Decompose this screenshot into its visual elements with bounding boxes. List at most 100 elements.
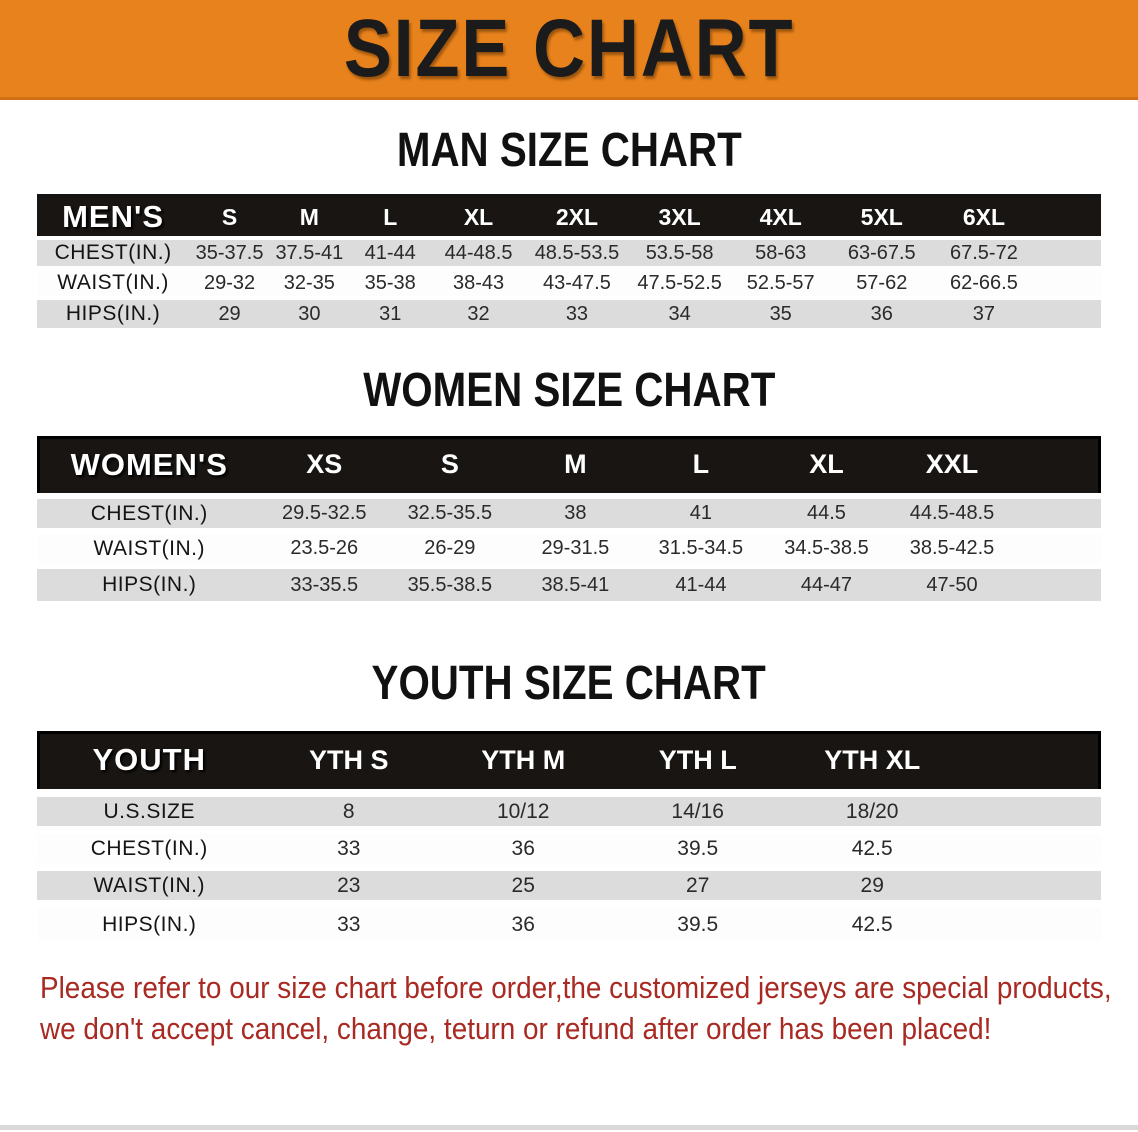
measure-value: 67.5-72 <box>949 241 1018 264</box>
measure-value: 33 <box>337 912 361 936</box>
measure-value: 35-38 <box>364 271 416 294</box>
measure-value: 27 <box>686 873 710 897</box>
measure-value: 31.5-34.5 <box>658 537 744 559</box>
banner-title: SIZE CHART <box>313 7 825 90</box>
row-spacer <box>1035 298 1101 328</box>
measure-label: WAIST(IN.) <box>93 536 206 560</box>
women-size-table: WOMEN'S XS S M L XL XXL CHEST(IN.) 29.5-32.5 32.5… <box>37 436 1101 601</box>
row-spacer <box>959 904 1101 941</box>
measure-label: WAIST(IN.) <box>93 873 206 897</box>
banner: SIZE CHART <box>0 0 1138 100</box>
measure-value: 39.5 <box>677 912 719 936</box>
row-spacer <box>1035 268 1101 298</box>
women-group-label: WOMEN'S <box>70 446 228 482</box>
size-column-header: 5XL <box>860 203 903 230</box>
size-column-header: M <box>564 449 587 479</box>
measure-value: 36 <box>511 836 535 860</box>
header-spacer <box>1035 196 1101 238</box>
measure-value: 35.5-38.5 <box>407 573 493 596</box>
measure-value: 44-48.5 <box>444 241 513 264</box>
measure-value: 29-32 <box>203 271 256 294</box>
youth-group-label: YOUTH <box>92 742 206 777</box>
measure-label: HIPS(IN.) <box>102 573 197 596</box>
measure-value: 36 <box>511 912 535 936</box>
row-spacer <box>959 793 1101 830</box>
size-column-header: XL <box>809 449 844 479</box>
measure-value: 31 <box>379 302 402 325</box>
size-column-header: YTH XL <box>824 744 921 775</box>
size-column-header: YTH L <box>658 744 737 775</box>
measure-value: 38.5-42.5 <box>909 537 995 559</box>
measure-row: CHEST(IN.) 33 36 39.5 42.5 <box>37 830 1101 867</box>
row-spacer <box>959 830 1101 867</box>
measure-value: 23 <box>337 873 361 897</box>
row-spacer <box>1015 531 1101 566</box>
youth-header-row: YOUTH YTH S YTH M YTH L YTH XL <box>37 731 1101 793</box>
youth-chart-title-text: YOUTH SIZE CHART <box>371 657 767 710</box>
size-column-header: YTH S <box>308 744 389 775</box>
size-column-header: 2XL <box>555 203 599 230</box>
size-column-header: S <box>221 203 238 230</box>
men-header-row: MEN'S S M L XL 2XL 3XL 4XL 5XL 6XL <box>37 196 1101 238</box>
bottom-strip <box>0 1125 1138 1130</box>
measure-value: 8 <box>342 799 355 823</box>
measure-value: 32 <box>467 302 490 325</box>
measure-value: 53.5-58 <box>645 241 714 264</box>
measure-value: 58-63 <box>755 241 807 264</box>
measure-value: 38 <box>564 502 587 524</box>
header-spacer <box>959 731 1101 793</box>
measure-value: 47-50 <box>926 573 978 596</box>
size-column-header: YTH M <box>481 744 566 775</box>
measure-value: 23.5-26 <box>290 537 359 559</box>
measure-value: 43-47.5 <box>543 271 611 294</box>
measure-value: 33-35.5 <box>290 573 359 596</box>
measure-value: 44.5-48.5 <box>909 502 995 524</box>
measure-value: 41-44 <box>364 241 416 264</box>
measure-value: 10/12 <box>496 799 550 823</box>
measure-value: 42.5 <box>851 836 893 860</box>
men-size-table: MEN'S S M L XL 2XL 3XL 4XL 5XL 6XL CHEST(IN.) 35-37… <box>37 194 1101 328</box>
size-column-header: 4XL <box>759 203 802 230</box>
measure-value: 14/16 <box>671 799 724 823</box>
measure-label: CHEST(IN.) <box>90 836 208 860</box>
measure-value: 25 <box>511 873 535 897</box>
disclaimer-line-2: we don't accept cancel, change, teturn o… <box>40 1011 992 1046</box>
measure-label: CHEST(IN.) <box>54 241 172 264</box>
measure-value: 39.5 <box>677 836 719 860</box>
measure-label: WAIST(IN.) <box>57 271 169 294</box>
men-group-label: MEN'S <box>62 199 165 234</box>
measure-value: 63-67.5 <box>847 241 916 264</box>
measure-row: WAIST(IN.) 23 25 27 29 <box>37 867 1101 904</box>
measure-value: 29.5-32.5 <box>282 502 367 524</box>
measure-value: 29-31.5 <box>541 537 610 559</box>
measure-value: 18/20 <box>845 799 899 823</box>
measure-value: 29 <box>860 873 884 897</box>
measure-label: CHEST(IN.) <box>90 501 208 525</box>
measure-row: CHEST(IN.) 35-37.5 37.5-41 41-44 44-48.5 48.5… <box>37 238 1101 268</box>
men-chart-title: MAN SIZE CHART <box>0 126 1138 176</box>
size-column-header: S <box>440 449 459 479</box>
size-column-header: L <box>383 203 398 230</box>
measure-value: 44.5 <box>806 502 846 524</box>
row-spacer <box>1035 238 1101 268</box>
measure-value: 29 <box>218 302 241 325</box>
women-section: WOMEN SIZE CHART WOMEN'S XS S M L XL XXL CHEST(I… <box>0 366 1138 601</box>
measure-value: 32.5-35.5 <box>407 502 493 524</box>
header-spacer <box>1015 436 1101 496</box>
row-spacer <box>1015 496 1101 531</box>
measure-value: 30 <box>298 302 321 325</box>
measure-value: 34.5-38.5 <box>784 537 869 559</box>
men-chart-title-text: MAN SIZE CHART <box>396 124 742 177</box>
size-column-header: XL <box>463 203 494 230</box>
women-header-row: WOMEN'S XS S M L XL XXL <box>37 436 1101 496</box>
measure-label: U.S.SIZE <box>103 799 196 823</box>
measure-row: HIPS(IN.) 29 30 31 32 33 34 35 36 37 <box>37 298 1101 328</box>
measure-row: U.S.SIZE 8 10/12 14/16 18/20 <box>37 793 1101 830</box>
measure-value: 26-29 <box>424 537 476 559</box>
measure-row: CHEST(IN.) 29.5-32.5 32.5-35.5 38 41 44.5 44.5… <box>37 496 1101 531</box>
size-column-header: L <box>692 449 710 479</box>
measure-row: HIPS(IN.) 33-35.5 35.5-38.5 38.5-41 41-44 44-… <box>37 566 1101 601</box>
size-column-header: M <box>299 203 319 230</box>
measure-value: 34 <box>668 302 691 325</box>
